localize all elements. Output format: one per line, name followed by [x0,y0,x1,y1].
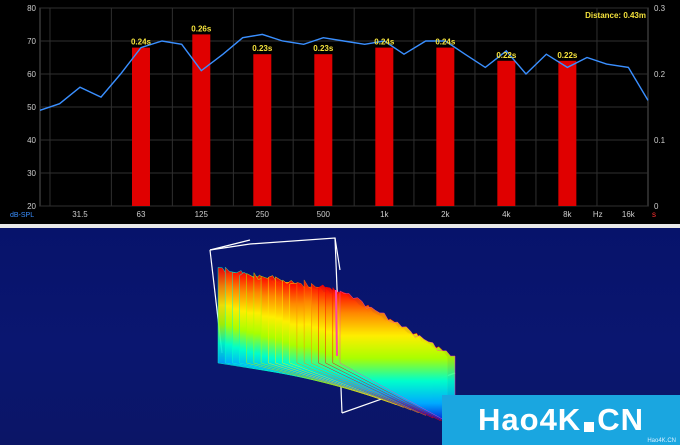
y-tick-left: 30 [27,169,36,178]
wf-marker [335,289,338,357]
waterfall-svg [209,237,456,427]
watermark-subtext: Hao4K.CN [647,438,676,444]
y-tick-right: 0.3 [654,4,666,13]
watermark-text-left: Hao4K [478,402,582,437]
x-tick-label: s [652,210,656,219]
panel-divider [0,224,680,228]
rt-bar [314,54,333,207]
y-tick-right: 0.2 [654,70,666,79]
y-axis-label: dB-SPL [10,212,34,219]
x-tick-label: 500 [317,210,331,219]
rt-bar [192,34,211,207]
bar-value-label: 0.24s [435,38,456,47]
rt-bar [375,47,394,206]
watermark-dot [584,421,595,432]
x-tick-label: 31.5 [72,210,88,219]
bar-value-label: 0.23s [313,44,334,53]
spl-curve [39,33,649,111]
rt-bar [253,54,272,207]
x-tick-label: 125 [195,210,209,219]
rt-bar [558,60,577,206]
watermark-text-right: CN [597,402,644,437]
x-tick-label: 250 [256,210,270,219]
x-tick-label: 16k [622,210,636,219]
bar-value-label: 0.26s [191,24,212,33]
bar-value-label: 0.23s [252,44,273,53]
rt60-chart-svg: 20 30 40 50 60 70 80 0 0.1 0.2 0.3 31.5 63 125 250 500 1… [10,4,666,219]
watermark-text: Hao4K CN [478,402,644,438]
waterfall-chart [0,228,680,445]
x-tick-label: 2k [441,210,450,219]
distance-label: Distance: 0.43m [585,11,646,20]
bar-value-label: 0.22s [496,51,517,60]
bar-value-label: 0.24s [374,38,395,47]
x-tick-label: 1k [380,210,389,219]
y-tick-left: 20 [27,202,36,211]
x-tick-label: 4k [502,210,511,219]
wf-slice [339,290,456,427]
bar-value-label: 0.24s [131,38,152,47]
watermark-logo: Hao4K CN Hao4K.CN [442,395,680,445]
y-tick-right: 0 [654,202,659,211]
wf-frame-top [209,237,341,271]
rt-bar [497,60,516,206]
y-tick-left: 40 [27,136,36,145]
x-tick-label: 8k [563,210,572,219]
x-tick-label: Hz [593,210,603,219]
y-tick-left: 50 [27,103,36,112]
y-tick-left: 80 [27,4,36,13]
wf-frame-edge [209,239,251,251]
x-tick-label: 63 [137,210,146,219]
bar-value-label: 0.22s [557,51,578,60]
rt-bar [131,47,150,206]
y-tick-left: 70 [27,37,36,46]
y-tick-right: 0.1 [654,136,666,145]
rt60-chart: 20 30 40 50 60 70 80 0 0.1 0.2 0.3 31.5 63 125 250 500 1… [0,0,680,224]
y-tick-left: 60 [27,70,36,79]
rt-bar [436,47,455,206]
